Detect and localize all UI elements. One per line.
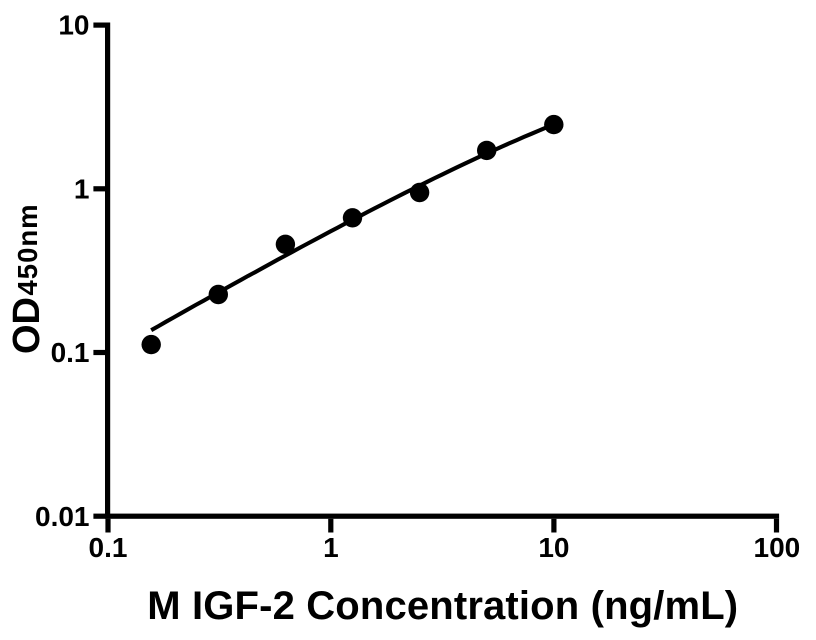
svg-text:OD450nm: OD450nm (6, 203, 48, 354)
svg-text:1: 1 (74, 173, 90, 204)
svg-text:100: 100 (754, 532, 801, 563)
svg-text:10: 10 (58, 10, 89, 41)
svg-text:0.1: 0.1 (89, 532, 128, 563)
svg-text:10: 10 (538, 532, 569, 563)
svg-text:M IGF-2 Concentration (ng/mL): M IGF-2 Concentration (ng/mL) (147, 584, 738, 628)
svg-text:1: 1 (323, 532, 339, 563)
svg-text:0.01: 0.01 (35, 501, 90, 532)
svg-text:0.1: 0.1 (51, 337, 90, 368)
